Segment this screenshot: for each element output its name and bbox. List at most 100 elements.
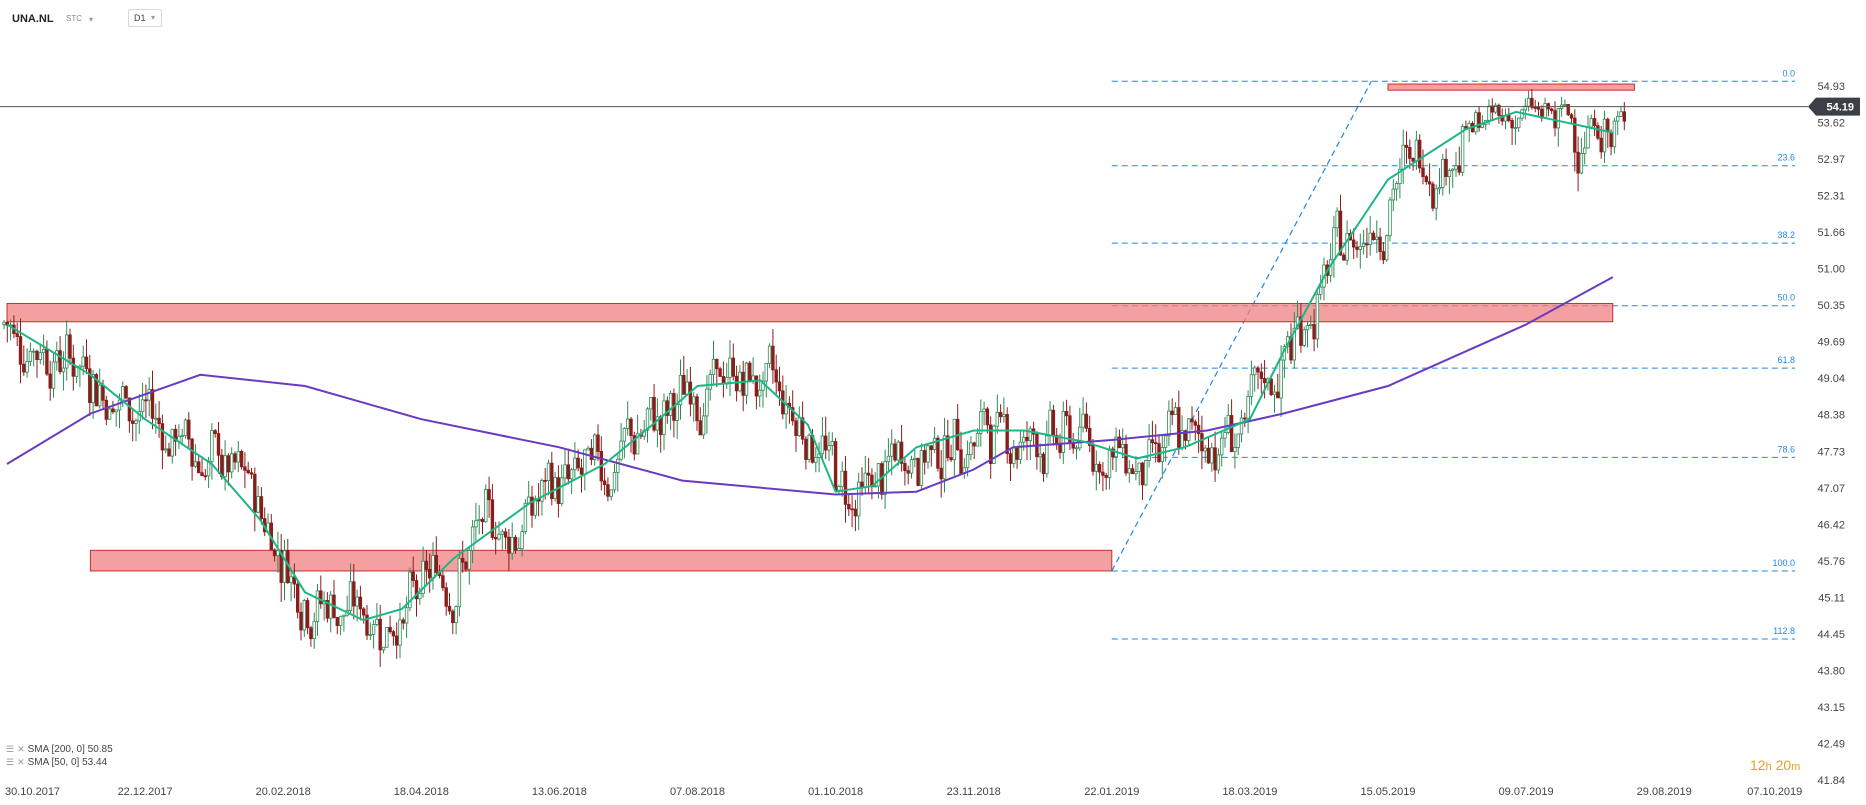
candle-body [200,472,204,477]
candle-body [932,437,937,450]
candle-body [210,430,214,462]
timeframe-select[interactable]: D1 ▾ [128,9,162,27]
settings-icon[interactable]: ☰ [6,744,15,754]
candle-body [246,469,250,474]
legend-item-sma50[interactable]: ☰ ✕ SMA [50, 0] 53.44 [6,757,107,768]
settings-icon[interactable]: ☰ [6,757,15,767]
candle-body [81,356,85,367]
candle-body [243,466,247,471]
candle-body [1259,371,1263,379]
candle-body [91,374,95,404]
candle-body [1460,126,1465,173]
candle-body [1454,165,1458,170]
candle-body [1229,415,1234,453]
candle-body [1573,117,1577,153]
candle-body [1612,120,1617,148]
candle-body [167,448,171,457]
candle-body [510,536,514,554]
legend-item-sma200[interactable]: ☰ ✕ SMA [200, 0] 50.85 [6,744,113,755]
chevron-down-icon[interactable]: ▾ [89,15,94,24]
candle-body [1312,324,1316,340]
candle-body [1513,127,1518,130]
timer-hours: 12 [1750,757,1766,773]
fib-level-label: 61.8 [1777,355,1795,365]
candle-body [800,417,805,440]
candle-body [388,627,392,633]
fib-level-label: 50.0 [1777,293,1795,303]
candle-body [51,361,56,389]
candle-body [1094,463,1098,472]
candle-body [1137,462,1141,472]
candle-body [1045,435,1049,475]
candle-body [61,367,66,373]
candle-body [1526,97,1531,107]
candle-body [1243,417,1247,420]
candle-body [1556,108,1560,129]
candle-body [596,434,600,452]
candle-body [774,369,778,383]
candle-body [1398,168,1402,184]
candle-body [731,357,735,377]
y-tick-label: 41.84 [1817,775,1845,787]
close-icon[interactable]: ✕ [17,757,25,767]
close-icon[interactable]: ✕ [17,744,25,754]
candle-body [1154,442,1158,445]
candle-body [490,499,495,538]
candle-body [48,373,52,389]
candle-body [678,374,683,406]
candle-body [1210,447,1214,464]
candle-body [1592,118,1597,127]
candle-body [708,374,712,390]
instrument-type-label[interactable]: STC [66,14,82,23]
candle-body [1147,439,1151,461]
candle-body [1246,395,1250,419]
candle-body [88,368,92,404]
candle-body [550,462,554,500]
candle-body [434,555,438,573]
candle-body [414,580,419,600]
candle-body [612,471,617,491]
candle-body [1256,367,1260,373]
candle-body [1163,435,1168,448]
candle-body [1061,411,1065,453]
candle-body [1361,243,1366,247]
symbol-label[interactable]: UNA.NL [12,13,54,25]
candle-body [1358,246,1362,250]
candle-body [328,594,333,619]
candle-body [1226,415,1230,433]
candle-body [1408,147,1412,159]
x-tick-label: 13.06.2018 [532,786,587,798]
x-tick-label: 29.08.2019 [1637,786,1692,798]
candle-body [94,374,99,407]
candle-body [989,424,993,464]
candle-body [107,408,112,420]
candle-body [665,400,669,416]
y-tick-label: 46.42 [1817,519,1845,531]
candle-body [985,408,990,426]
candle-body [371,624,376,635]
candle-body [668,392,673,416]
candle-body [715,358,719,370]
candle-body [1332,227,1336,261]
support-resistance-zones [6,83,1635,572]
candle-body [114,409,118,413]
candle-body [1302,329,1306,346]
candle-body [1193,421,1197,426]
candle-body [1444,158,1448,177]
candle-body [1187,418,1191,441]
candle-body [626,418,630,429]
candle-body [1510,120,1514,129]
candle-body [1253,367,1257,376]
moving-averages [6,110,1614,622]
candle-body [675,404,679,421]
candle-body [335,617,339,626]
price-zone [1387,83,1635,91]
x-tick-label: 15.05.2019 [1360,786,1415,798]
candle-body [1299,316,1303,346]
x-tick-label: 23.11.2018 [947,786,1001,798]
candle-body [883,461,887,495]
candle-body [1414,139,1419,162]
candle-body [919,450,924,486]
candle-body [645,408,650,431]
